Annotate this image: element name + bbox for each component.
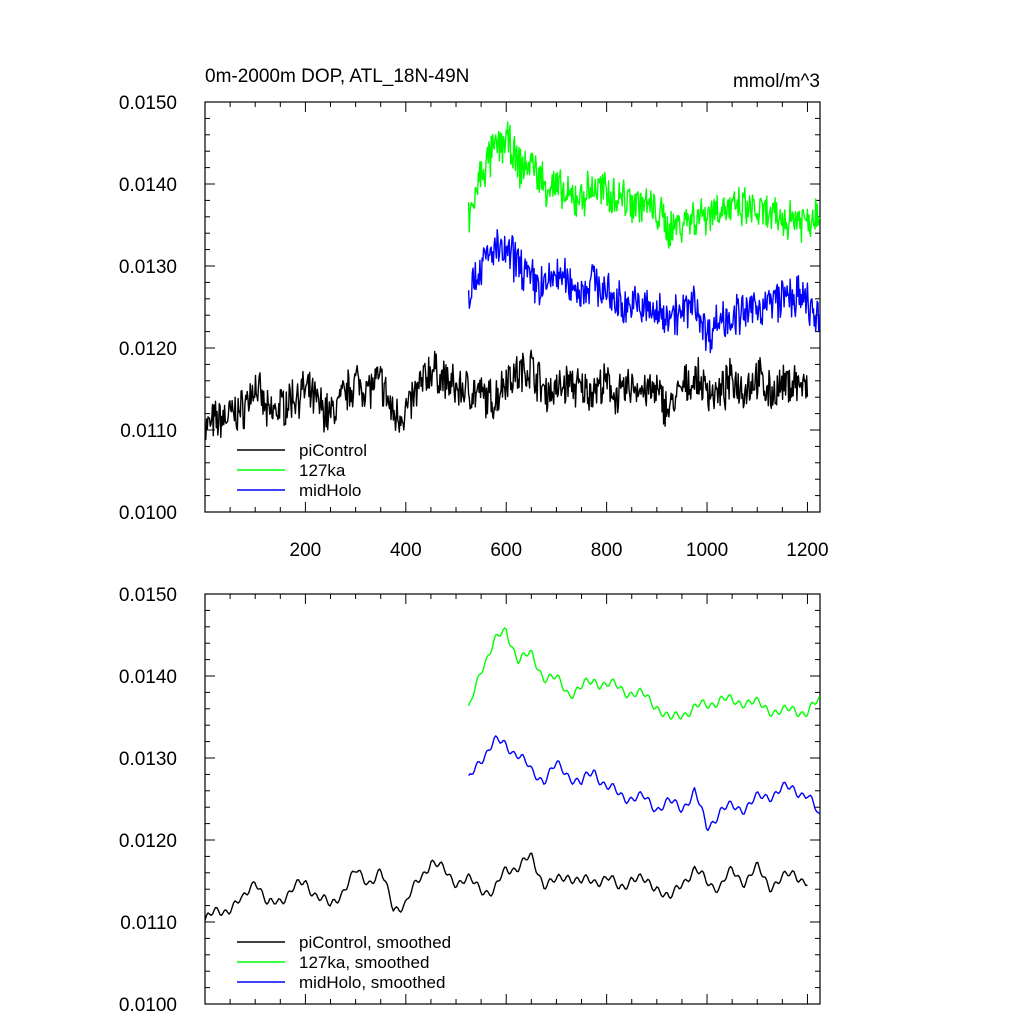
series-line — [467, 627, 821, 720]
y-tick-label: 0.0100 — [119, 995, 177, 1016]
plot-frame — [204, 593, 821, 1005]
series-line — [467, 229, 821, 354]
y-tick-label: 0.0150 — [119, 93, 177, 114]
legend-label: piControl — [299, 441, 367, 460]
legend-label: 127ka, smoothed — [299, 953, 429, 972]
y-tick-label: 0.0140 — [119, 175, 177, 196]
x-tick-label: 800 — [591, 540, 623, 561]
x-tick-label: 600 — [490, 540, 522, 561]
series-line — [467, 121, 821, 249]
y-tick-label: 0.0120 — [119, 339, 177, 360]
series-line — [468, 735, 820, 832]
legend-label: midHolo, smoothed — [299, 973, 445, 992]
y-tick-label: 0.0110 — [120, 913, 177, 934]
y-tick-label: 0.0110 — [120, 421, 177, 442]
chart-title: 0m-2000m DOP, ATL_18N-49N — [205, 66, 469, 87]
units-label: mmol/m^3 — [733, 71, 820, 92]
panel-smoothed: 0.0100 0.0110 0.0120 0.0130 0.0140 0.0150 piCo… — [119, 585, 821, 1016]
y-tick-label: 0.0120 — [119, 831, 177, 852]
y-tick-label: 0.0130 — [119, 749, 177, 770]
y-tick-label: 0.0130 — [119, 257, 177, 278]
legend-label: piControl, smoothed — [299, 933, 451, 952]
legend-label: midHolo — [299, 481, 361, 500]
x-tick-label: 1200 — [786, 540, 828, 561]
panel-raw: 0.0100 0.0110 0.0120 0.0130 0.0140 0.0150 200 4… — [119, 93, 829, 561]
y-tick-label: 0.0140 — [119, 667, 177, 688]
series-line — [205, 349, 809, 441]
x-tick-label: 200 — [290, 540, 322, 561]
plot-frame — [204, 101, 821, 513]
x-tick-label: 400 — [390, 540, 422, 561]
series-line — [204, 852, 808, 921]
y-tick-label: 0.0150 — [119, 585, 177, 606]
legend-label: 127ka — [299, 461, 346, 480]
y-tick-label: 0.0100 — [119, 503, 177, 524]
x-tick-label: 1000 — [686, 540, 728, 561]
